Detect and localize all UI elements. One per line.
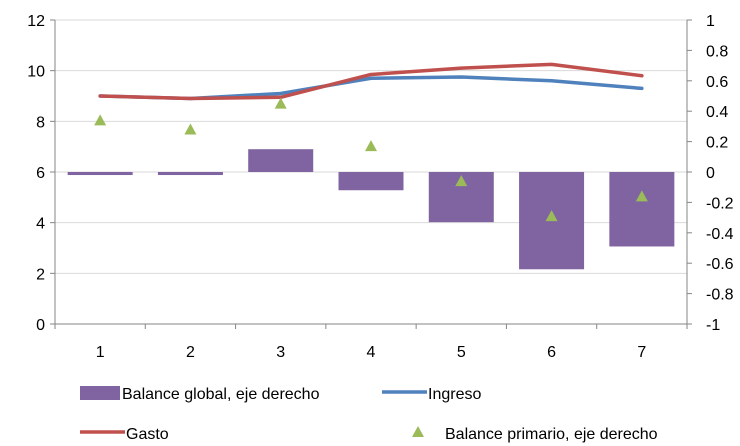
y-right-tick-label: -1 <box>706 317 720 334</box>
line-series <box>98 62 644 101</box>
y-right-tick-label: -0.8 <box>706 287 734 304</box>
y-right-tick-label: 0.8 <box>706 43 728 60</box>
scatter-point <box>94 114 107 126</box>
y-left-tick-label: 10 <box>27 64 45 81</box>
scatter-point <box>365 140 377 152</box>
bar <box>157 172 223 176</box>
scatter-point <box>184 123 197 135</box>
y-left-tick-label: 12 <box>27 13 45 30</box>
y-left-tick-label: 6 <box>36 165 45 182</box>
y-left-tick-label: 8 <box>36 114 45 131</box>
scatter-point <box>635 190 648 202</box>
y-left-tick-label: 0 <box>36 317 45 334</box>
y-right-tick-label: 0.6 <box>706 74 728 91</box>
bar <box>67 172 133 176</box>
y-left-tick-label: 4 <box>36 216 45 233</box>
scatter-point <box>455 175 468 187</box>
legend-label: Ingreso <box>428 386 481 403</box>
x-tick-label: 2 <box>186 344 195 361</box>
y-right-tick-label: 0 <box>706 165 715 182</box>
axes <box>50 19 692 329</box>
tick-labels: 024681012-1-0.8-0.6-0.4-0.200.20.40.60.8… <box>27 13 733 361</box>
x-tick-label: 6 <box>547 344 556 361</box>
legend: Balance global, eje derecho Ingreso Gasto B… <box>80 386 658 443</box>
bar <box>609 172 675 247</box>
x-tick-label: 7 <box>637 344 646 361</box>
y-right-tick-label: -0.6 <box>706 256 734 273</box>
y-right-tick-label: -0.4 <box>706 226 734 243</box>
x-tick-label: 3 <box>276 344 285 361</box>
x-tick-label: 4 <box>367 344 376 361</box>
y-right-tick-label: 0.4 <box>706 104 728 121</box>
legend-label: Gasto <box>126 426 169 443</box>
bar-series <box>67 149 675 270</box>
y-right-tick-label: 0.2 <box>706 135 728 152</box>
bar <box>248 149 314 172</box>
bar <box>338 172 404 191</box>
x-tick-label: 5 <box>457 344 466 361</box>
legend-swatch-marker <box>412 426 424 437</box>
legend-label: Balance primario, eje derecho <box>445 426 658 443</box>
scatter-point <box>545 210 558 222</box>
marker-series <box>94 97 648 222</box>
legend-label: Balance global, eje derecho <box>122 386 320 403</box>
y-left-tick-label: 2 <box>36 266 45 283</box>
x-tick-label: 1 <box>96 344 105 361</box>
legend-swatch-bar <box>80 386 120 400</box>
y-right-tick-label: -0.2 <box>706 195 734 212</box>
series-line <box>98 62 644 101</box>
scatter-point <box>274 97 287 109</box>
y-right-tick-label: 1 <box>706 13 715 30</box>
